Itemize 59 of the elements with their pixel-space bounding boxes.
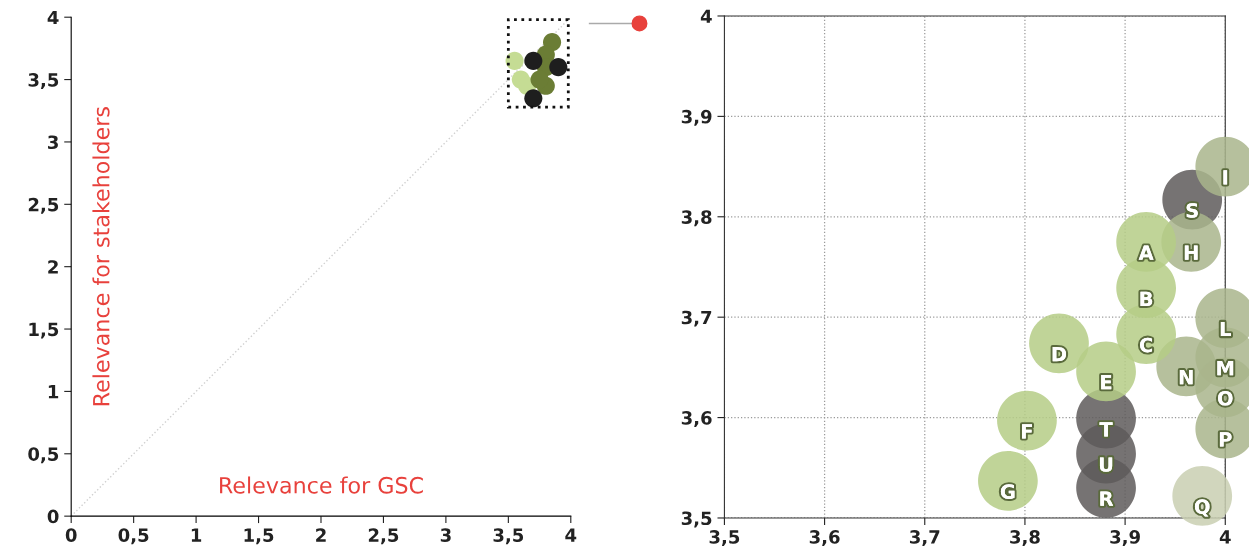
point xyxy=(524,89,543,108)
annotation: A xyxy=(1138,245,1154,260)
y-tick-label: 1,5 xyxy=(29,322,59,339)
y-tick-label: 4 xyxy=(700,9,712,23)
y-axis-title: Relevance for stakeholders xyxy=(92,107,110,406)
x-tick-label: 3,7 xyxy=(909,530,940,547)
y-tick-label: 3 xyxy=(48,135,58,150)
x-tick-label: 4 xyxy=(565,528,577,542)
annotation: L xyxy=(1220,321,1231,337)
x-tick-label: 0 xyxy=(65,528,77,542)
y-tick-label: 3,5 xyxy=(681,511,712,528)
x-tick-label: 3 xyxy=(440,528,451,542)
annotation: I xyxy=(1223,170,1228,185)
point xyxy=(530,70,549,89)
annotation: F xyxy=(1022,424,1032,439)
x-tick-label: 3,5 xyxy=(709,530,740,547)
y-tick-label: 0,5 xyxy=(28,447,59,464)
annotation: S xyxy=(1186,203,1198,218)
x-tick-label: 2 xyxy=(316,528,326,542)
point xyxy=(524,51,543,70)
y-tick-label: 3,6 xyxy=(681,411,712,428)
annotation: D xyxy=(1052,346,1067,362)
x-tick-label: 1,5 xyxy=(244,528,274,545)
y-tick-label: 0 xyxy=(47,509,59,524)
x-tick-label: 3,6 xyxy=(809,530,840,547)
point xyxy=(549,58,568,77)
y-tick-label: 2 xyxy=(48,260,58,274)
annotation: P xyxy=(1219,432,1232,447)
x-tick-label: 2,5 xyxy=(368,528,399,545)
annotation: C xyxy=(1139,337,1153,353)
x-tick-label: 3,8 xyxy=(1010,530,1040,547)
annotation: G xyxy=(1000,484,1015,499)
y-tick-label: 3,7 xyxy=(681,310,712,327)
x-tick-label: 1 xyxy=(191,528,202,542)
annotation: B xyxy=(1140,291,1153,306)
y-tick-label: 3,5 xyxy=(28,73,59,89)
annotation: M xyxy=(1217,361,1234,376)
y-tick-label: 3,9 xyxy=(681,109,712,126)
y-tick-label: 2,5 xyxy=(28,197,59,214)
x-tick-label: 3,5 xyxy=(493,528,524,545)
annotation: N xyxy=(1179,370,1193,385)
point xyxy=(997,390,1057,451)
x-tick-label: 3,9 xyxy=(1110,530,1140,547)
x-tick-label: 4 xyxy=(1219,530,1231,544)
y-tick-label: 3,8 xyxy=(681,210,712,227)
x-axis-title: Relevance for GSC xyxy=(220,476,423,494)
annotation: H xyxy=(1184,245,1198,260)
y-tick-label: 4 xyxy=(47,10,59,25)
annotation: R xyxy=(1100,491,1114,506)
annotation: U xyxy=(1099,457,1113,472)
y-tick-label: 1 xyxy=(48,385,59,399)
annotation: E xyxy=(1101,375,1112,390)
annotation: Q xyxy=(1194,499,1210,517)
annotation: O xyxy=(1217,390,1233,406)
x-tick-label: 0,5 xyxy=(118,528,149,545)
annotation: T xyxy=(1099,422,1113,437)
point xyxy=(505,51,524,70)
point xyxy=(1172,466,1233,526)
point xyxy=(1076,341,1136,402)
